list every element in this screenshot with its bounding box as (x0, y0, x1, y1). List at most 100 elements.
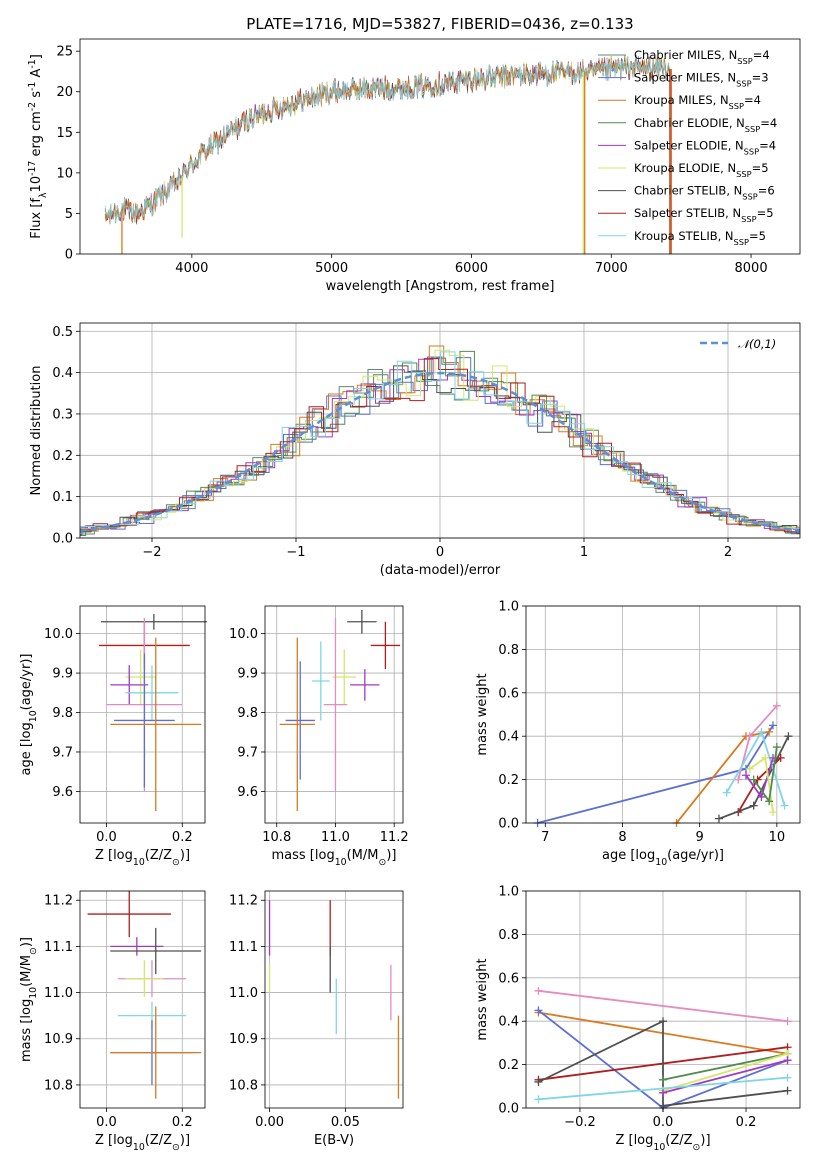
weight-line (725, 729, 786, 806)
y-tick-label: 0.8 (498, 643, 519, 658)
weight-marker (749, 801, 758, 810)
y-tick-label: 10 (56, 166, 73, 181)
weight-marker (741, 771, 750, 780)
legend-nssp: =6 (758, 184, 775, 198)
x-tick-label: 10.8 (262, 830, 291, 845)
weight-marker (659, 1075, 667, 1084)
weight-marker (722, 788, 731, 797)
x-tick-label: −1 (286, 545, 305, 560)
weight-marker (745, 732, 754, 741)
weight-marker (757, 792, 766, 801)
x-tick-label: 9 (696, 830, 704, 845)
x-tick-label: 4000 (175, 261, 208, 276)
legend-model-name: Kroupa ELODIE, N (634, 161, 736, 175)
weight-line (662, 1052, 788, 1092)
chart-age-vs-mass: 10.8 11.0 11.2 9.6 9.7 9.8 9.9 10.0 mass [log10(… (229, 605, 409, 868)
y-tick-label: 9.6 (237, 785, 258, 800)
y-tick-label: 0.8 (498, 928, 519, 943)
legend-entry: Kroupa ELODIE, NSSP=5 (634, 161, 769, 179)
plot-area (98, 613, 207, 812)
axes-frame (525, 605, 801, 824)
x-tick-label: 1 (580, 545, 588, 560)
weight-marker (768, 808, 777, 817)
legend-entry: Salpeter STELIB, NSSP=5 (634, 206, 774, 224)
legend-nssp: =4 (759, 138, 776, 152)
x-axis-label: Z [log10(Z/Z⊙)] (615, 1133, 710, 1153)
plot-area (533, 701, 793, 827)
x-tick-label: 8 (618, 830, 626, 845)
legend-entry: Salpeter ELODIE, NSSP=4 (634, 138, 776, 156)
y-tick-label: 5 (65, 207, 73, 222)
y-tick-label: 10.8 (229, 1078, 258, 1093)
y-tick-label: 10.0 (44, 627, 73, 642)
axes-frame (264, 605, 404, 824)
y-axis-label: Normed distribution (29, 366, 44, 496)
x-tick-label: 6000 (455, 261, 488, 276)
weight-marker (772, 743, 781, 752)
spectrum-line (104, 55, 671, 223)
y-tick-label: 0.4 (498, 730, 519, 745)
weight-marker (780, 801, 789, 810)
x-tick-label: −2 (142, 545, 161, 560)
y-tick-label: 0.6 (498, 686, 519, 701)
chart-age-vs-Z: 0.0 0.2 9.6 9.7 9.8 9.9 10.0 Z [log10(Z/Z⊙)] age… (19, 605, 207, 868)
plot-area (279, 609, 401, 812)
y-tick-label: 9.8 (237, 706, 258, 721)
weight-marker (765, 727, 774, 736)
weight-marker (534, 1077, 543, 1086)
weight-line (538, 989, 788, 1023)
weight-marker (761, 753, 770, 762)
y-tick-label: 9.7 (237, 745, 258, 760)
x-tick-label: −0.2 (564, 1115, 596, 1130)
x-axis-label: mass [log10(M/M⊙)] (272, 848, 397, 868)
legend-entry: Chabrier MILES, NSSP=4 (634, 48, 770, 66)
legend-nssp: =5 (757, 206, 774, 220)
x-tick-label: 11.2 (380, 830, 409, 845)
y-tick-label: 0 (65, 248, 73, 263)
legend-model-name: Kroupa MILES, N (634, 93, 729, 107)
y-tick-label: 10.9 (44, 1032, 73, 1047)
weight-marker (734, 775, 743, 784)
legend-entry: Salpeter MILES, NSSP=3 (634, 71, 769, 89)
histogram-step (80, 358, 800, 533)
y-tick-label: 11.0 (44, 986, 73, 1001)
y-tick-label: 9.8 (52, 706, 73, 721)
x-tick-label: 0.0 (96, 1115, 117, 1130)
x-axis-label: Z [log10(Z/Z⊙)] (95, 1133, 190, 1153)
figure-title: PLATE=1716, MJD=53827, FIBERID=0436, z=0… (246, 15, 633, 33)
legend-model-name: Salpeter MILES, N (634, 71, 736, 85)
x-tick-label: 10 (769, 830, 786, 845)
legend-entry: Kroupa STELIB, NSSP=5 (634, 229, 766, 247)
weight-marker (745, 764, 754, 773)
y-tick-label: 0.0 (498, 1102, 519, 1117)
legend-model-name: Kroupa STELIB, N (634, 229, 734, 243)
y-tick-label: 1.0 (498, 885, 519, 900)
axes-frame (79, 322, 801, 539)
x-tick-label: 0.2 (172, 1115, 193, 1130)
y-axis-label: mass weight (475, 958, 490, 1040)
y-tick-label: 0.5 (52, 325, 73, 340)
y-tick-label: 11.2 (229, 894, 258, 909)
chart-spectrum: 4000 5000 6000 7000 8000 0 5 10 15 20 25 wavelength… (27, 38, 801, 294)
chart-residuals: −2 −1 0 1 2 0.0 0.1 0.2 0.3 0.4 0.5 (data-model)/er… (29, 322, 801, 578)
weight-marker (659, 1017, 667, 1026)
x-tick-label: 0.2 (172, 830, 193, 845)
legend-nssp: =4 (744, 93, 761, 107)
x-tick-label: 0 (436, 545, 444, 560)
weight-marker (659, 1088, 667, 1097)
y-tick-label: 11.1 (229, 940, 258, 955)
y-axis-label: Flux [fλ10-17 erg cm-2 s-1 A-1] (27, 54, 49, 239)
plot-area (79, 345, 801, 536)
weight-line (675, 731, 770, 824)
histogram-step (80, 365, 800, 535)
y-axis-label: mass weight (475, 673, 490, 755)
weight-line (538, 1076, 788, 1101)
x-axis-label: (data-model)/error (380, 563, 501, 578)
legend-entry: 𝒩(0,1) (738, 337, 776, 351)
y-tick-label: 0.0 (52, 532, 73, 547)
axes-frame (525, 890, 801, 1109)
y-tick-label: 0.1 (52, 490, 73, 505)
legend-model-name: Salpeter ELODIE, N (634, 138, 744, 152)
axes-frame (79, 605, 206, 824)
